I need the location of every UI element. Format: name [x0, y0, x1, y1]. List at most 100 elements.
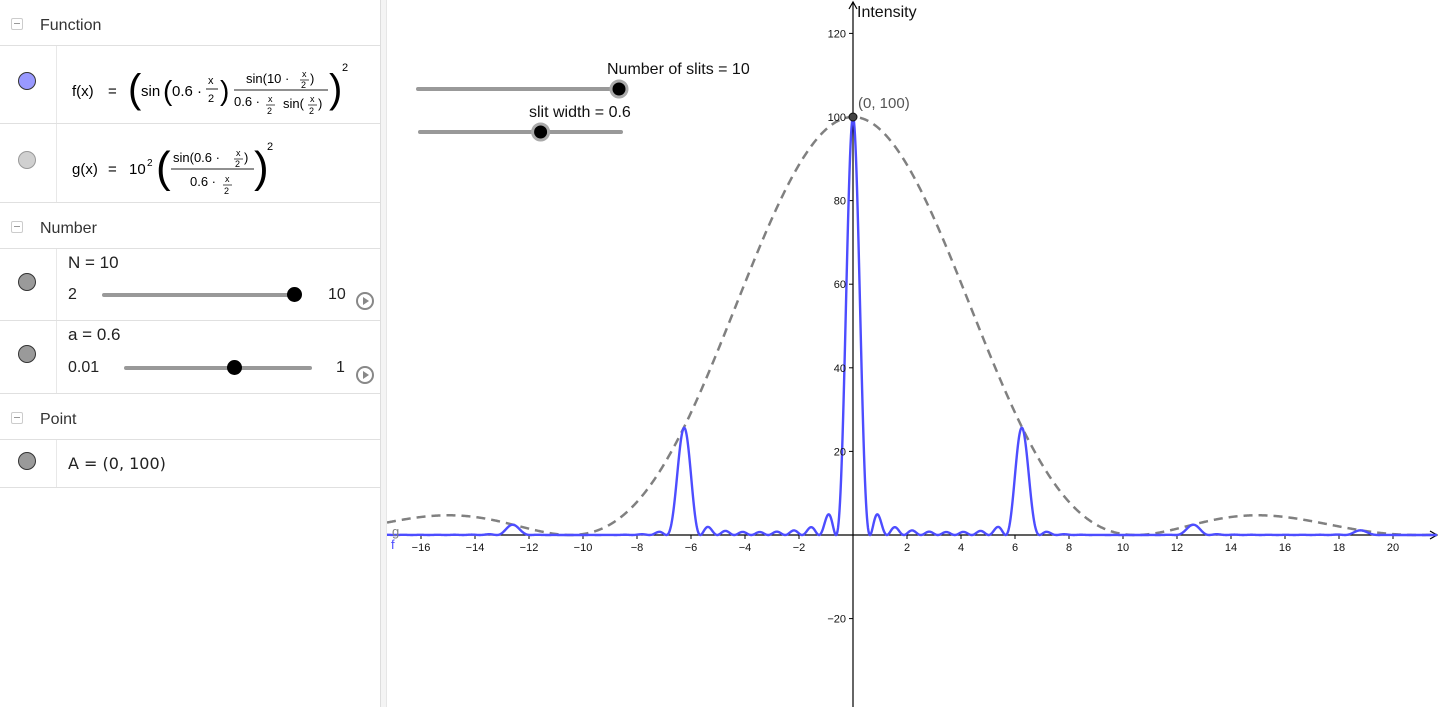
- collapse-icon[interactable]: [11, 412, 23, 424]
- slider-max-N: 10: [328, 286, 346, 303]
- svg-text:sin(0.6 ·: sin(0.6 ·: [173, 150, 220, 165]
- x-tick-label: 6: [1012, 542, 1018, 554]
- y-tick-label: 60: [834, 279, 846, 291]
- svg-text:x: x: [236, 148, 241, 158]
- y-axis-label: Intensity: [857, 4, 917, 21]
- algebra-item-N[interactable]: N = 10 2 10: [0, 249, 380, 321]
- svg-text:g(x): g(x): [72, 161, 98, 178]
- formula-g-render: g(x) = 10 2 ( sin(0.6 · x 2 ) 0.6 · x 2 …: [72, 141, 273, 196]
- x-tick-label: 2: [904, 542, 910, 554]
- graphics-view[interactable]: −16 −14 −12 −10 −8 −6 −4 −2 2 4 6 8 10 12 14 16 18 20 −20 2…: [386, 0, 1440, 707]
- play-icon[interactable]: [356, 292, 374, 310]
- visibility-marble-A[interactable]: [18, 452, 36, 470]
- slider-slit-width[interactable]: slit width = 0.6: [418, 104, 631, 142]
- graph-canvas[interactable]: −16 −14 −12 −10 −8 −6 −4 −2 2 4 6 8 10 12 14 16 18 20 −20 2…: [386, 0, 1440, 707]
- y-tick-label: 80: [834, 196, 846, 208]
- svg-text:f(x): f(x): [72, 83, 94, 100]
- y-tick-label: 120: [828, 28, 846, 40]
- tick-labels: −16 −14 −12 −10 −8 −6 −4 −2 2 4 6 8 10 12 14 16 18 20 −20 2…: [412, 28, 1399, 625]
- x-tick-label: 14: [1225, 542, 1237, 554]
- svg-text:2: 2: [267, 141, 273, 153]
- point-A-label: (0, 100): [858, 95, 910, 112]
- svg-text:): ): [220, 75, 229, 106]
- panel-divider[interactable]: [380, 0, 387, 707]
- group-title: Point: [40, 411, 77, 428]
- collapse-icon[interactable]: [11, 221, 23, 233]
- svg-text:(: (: [128, 67, 142, 111]
- x-tick-label: −12: [520, 542, 539, 554]
- group-header-function[interactable]: Function: [0, 2, 380, 46]
- x-tick-label: −6: [685, 542, 698, 554]
- svg-text:sin(: sin(: [283, 96, 305, 111]
- algebra-item-g[interactable]: g(x) = 10 2 ( sin(0.6 · x 2 ) 0.6 · x 2 …: [0, 124, 380, 203]
- svg-text:2: 2: [301, 80, 306, 90]
- x-tick-label: 18: [1333, 542, 1345, 554]
- formula-g: g(x) = 10 2 ( sin(0.6 · x 2 ) 0.6 · x 2 …: [72, 136, 302, 202]
- x-tick-label: −10: [574, 542, 593, 554]
- svg-text:0.6 ·: 0.6 ·: [190, 174, 216, 189]
- y-tick-label: −20: [827, 614, 846, 626]
- svg-text:x: x: [225, 174, 230, 184]
- visibility-marble-f[interactable]: [18, 72, 36, 90]
- slider-width-knob[interactable]: [531, 122, 551, 142]
- y-tick-label: 100: [828, 112, 846, 124]
- slider-max-a: 1: [336, 359, 345, 376]
- visibility-marble-g[interactable]: [18, 151, 36, 169]
- svg-text:x: x: [268, 94, 273, 104]
- algebra-item-A[interactable]: A = (0, 100): [0, 440, 380, 488]
- svg-text:0.6 ·: 0.6 ·: [234, 94, 260, 109]
- group-title: Number: [40, 220, 97, 237]
- group-header-point[interactable]: Point: [0, 396, 380, 440]
- svg-text:(: (: [163, 75, 173, 106]
- slider-knob-a[interactable]: [227, 360, 242, 375]
- function-g-curve: [386, 115, 1438, 537]
- y-tick-label: 20: [834, 446, 846, 458]
- svg-text:2: 2: [342, 62, 348, 74]
- svg-text:): ): [254, 143, 269, 192]
- svg-text:=: =: [108, 161, 117, 178]
- curve-label-f: f: [391, 537, 395, 552]
- algebra-item-f[interactable]: f(x) = ( sin ( 0.6 · x 2 ) sin(10 · x 2 …: [0, 46, 380, 124]
- function-f-curve: [386, 113, 1437, 537]
- svg-text:sin(10 ·: sin(10 ·: [246, 71, 289, 86]
- svg-text:2: 2: [235, 159, 240, 169]
- play-icon[interactable]: [356, 366, 374, 384]
- x-tick-label: 10: [1117, 542, 1129, 554]
- x-tick-label: 12: [1171, 542, 1183, 554]
- slider-min-a: 0.01: [68, 359, 100, 376]
- x-tick-label: −2: [793, 542, 806, 554]
- slider-min-N: 2: [68, 286, 77, 303]
- svg-text:0.6 ·: 0.6 ·: [172, 83, 202, 100]
- visibility-marble-a[interactable]: [18, 345, 36, 363]
- x-tick-label: 20: [1387, 542, 1399, 554]
- slider-number-of-slits[interactable]: Number of slits = 10: [416, 61, 750, 99]
- slider-track-N[interactable]: [102, 293, 296, 297]
- slider-width-label: slit width = 0.6: [529, 104, 631, 121]
- svg-text:2: 2: [224, 186, 229, 196]
- svg-text:): ): [244, 150, 248, 165]
- slider-label-N: N = 10: [68, 253, 119, 272]
- svg-text:): ): [318, 96, 322, 111]
- y-axis-arrow: [848, 0, 858, 10]
- svg-text:(: (: [156, 143, 171, 192]
- slider-slits-knob[interactable]: [609, 79, 629, 99]
- slider-track-a[interactable]: [124, 366, 312, 370]
- svg-text:2: 2: [147, 158, 153, 169]
- x-tick-label: 8: [1066, 542, 1072, 554]
- collapse-icon[interactable]: [11, 18, 23, 30]
- group-header-number[interactable]: Number: [0, 205, 380, 249]
- slider-knob-N[interactable]: [287, 287, 302, 302]
- svg-text:): ): [310, 71, 314, 86]
- y-tick-label: 40: [834, 363, 846, 375]
- x-tick-label: 16: [1279, 542, 1291, 554]
- visibility-marble-N[interactable]: [18, 273, 36, 291]
- algebra-item-a[interactable]: a = 0.6 0.01 1: [0, 321, 380, 394]
- x-tick-label: −14: [466, 542, 485, 554]
- svg-text:=: =: [108, 83, 117, 100]
- curve-label-g: g: [392, 524, 399, 539]
- x-tick-label: −16: [412, 542, 431, 554]
- svg-text:2: 2: [267, 106, 272, 116]
- svg-text:2: 2: [309, 106, 314, 116]
- slider-slits-label: Number of slits = 10: [607, 61, 750, 78]
- formula-f-render: f(x) = ( sin ( 0.6 · x 2 ) sin(10 · x 2 …: [72, 62, 348, 116]
